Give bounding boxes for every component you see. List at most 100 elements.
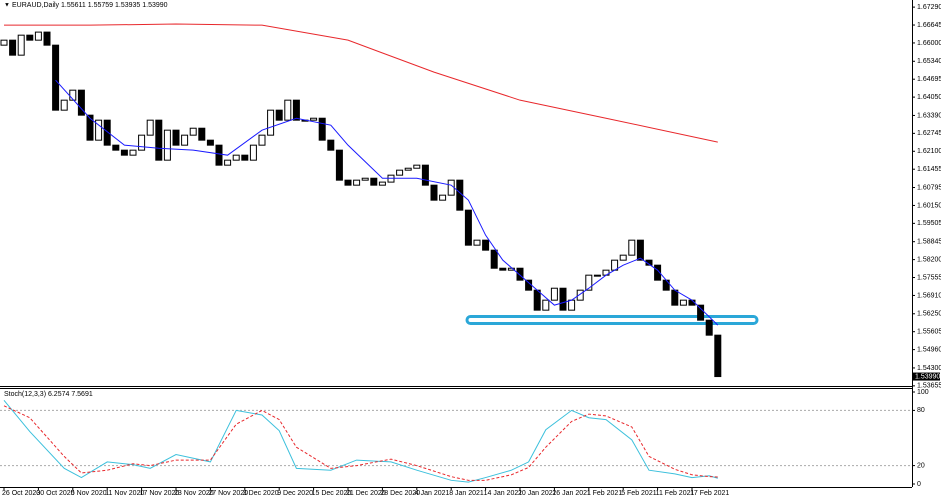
x-tick-label: 11 Nov 2020 [105,490,144,497]
y-tick-label: 20 [917,462,925,469]
candle-body [568,299,576,311]
candle-body [206,139,214,146]
candle-body [430,184,438,201]
x-tick-label: 3 Dec 2020 [243,490,279,497]
candle-body [705,319,713,336]
candle-body [310,117,318,121]
candle-body [533,289,541,311]
menu-arrow[interactable]: ▼ [4,3,10,9]
y-tick-label: 1.58200 [917,256,941,263]
candle-body [198,127,206,141]
y-tick-label: 1.56910 [917,292,941,299]
y-tick-label: 1.63390 [917,112,941,119]
candle-body [172,129,180,146]
x-tick-label: 5 Feb 2021 [621,490,657,497]
x-tick-label: 15 Dec 2020 [312,490,352,497]
candle-body [671,289,679,306]
candle-body [654,264,662,281]
candle-body [619,254,627,261]
y-tick-label: 1.53655 [917,383,941,390]
x-tick-label: 11 Feb 2021 [656,490,695,497]
moving-average [4,23,718,143]
candle-body [697,304,705,321]
y-tick-label: 1.57555 [917,274,941,281]
x-tick-label: 8 Jan 2021 [449,490,484,497]
x-tick-label: 1 Feb 2021 [587,490,623,497]
y-tick-label: 1.54300 [917,365,941,372]
y-tick-label: 1.64050 [917,94,941,101]
candle-body [550,287,558,301]
candle-body [267,109,275,136]
candle-body [585,274,593,291]
y-tick-label: 100 [917,389,929,396]
y-tick-label: 1.62100 [917,148,941,155]
candle-body [258,134,266,146]
candle-body [163,129,171,161]
candle-body [43,31,51,46]
stochastic-line [3,399,718,483]
x-tick-label: 26 Oct 2020 [2,490,40,497]
y-tick-label: 1.59505 [917,220,941,227]
candle-body [292,99,300,121]
candle-body [284,99,292,121]
y-tick-label: 1.67290 [917,4,941,11]
candle-body [456,179,464,211]
candle-body [679,299,687,306]
candle-body [120,149,128,156]
x-tick-label: 17 Feb 2021 [690,490,729,497]
moving-average [55,79,719,326]
candle-body [353,179,361,186]
candle-body [52,44,60,111]
y-tick-label: 1.64695 [917,76,941,83]
candle-body [181,134,189,146]
y-tick-label: 0 [917,481,921,488]
x-tick-label: 21 Dec 2020 [346,490,386,497]
candle-body [482,239,490,251]
y-tick-label: 1.66000 [917,40,941,47]
candle-body [318,117,326,141]
candle-body [439,194,447,201]
candle-body [335,149,343,181]
y-tick-label: 1.60150 [917,202,941,209]
x-tick-label: 28 Dec 2020 [380,490,420,497]
y-tick-label: 1.65340 [917,58,941,65]
candle-body [404,167,412,171]
support-highlight [465,315,759,325]
y-tick-label: 1.58845 [917,239,941,246]
candle-body [26,34,34,41]
candle-body [241,154,249,161]
x-tick-label: 17 Nov 2020 [140,490,180,497]
candle-body [95,119,103,141]
candle-body [413,164,421,169]
y-tick-label: 1.60795 [917,184,941,191]
x-tick-label: 14 Jan 2021 [484,490,523,497]
y-tick-label: 1.62745 [917,130,941,137]
y-tick-label: 1.56250 [917,311,941,318]
candle-body [499,267,507,271]
candle-body [155,119,163,161]
candle-body [370,177,378,186]
candle-body [112,144,120,151]
y-tick-label: 1.66645 [917,22,941,29]
x-tick-label: 23 Nov 2020 [174,490,214,497]
candle-body [576,289,584,301]
candle-body [662,279,670,291]
candle-body [224,159,232,166]
candle-body [593,274,601,277]
candle-body [249,144,257,161]
y-tick-label: 1.61455 [917,166,941,173]
stochastic-line [3,405,718,481]
x-tick-label: 9 Dec 2020 [277,490,313,497]
candle-body [189,127,197,136]
candle-body [215,144,223,166]
candle-body [77,89,85,116]
candle-body [559,287,567,311]
candle-body [447,179,455,196]
candle-body [464,209,472,246]
candle-body [86,114,94,141]
candle-body [516,267,524,281]
candle-body [378,181,386,186]
candle-body [327,139,335,151]
